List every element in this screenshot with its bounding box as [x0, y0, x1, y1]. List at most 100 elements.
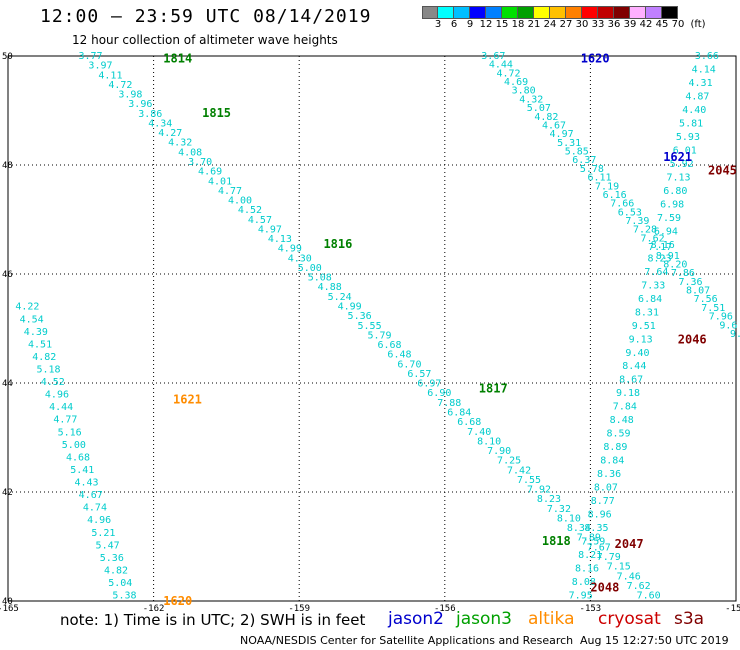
swh-value: 5.04: [108, 578, 132, 589]
color-scale-label: 9: [466, 19, 474, 30]
color-scale-label: 42: [639, 19, 653, 30]
swh-value: 8.23: [648, 253, 672, 264]
swh-value: 7.59: [581, 537, 605, 548]
swh-value: 8.20: [663, 259, 687, 270]
color-scale-cell: [438, 6, 454, 19]
color-scale-labels: 3 6 9 12 15 18 21 24 27 30 33 36 39 42 45 70 (ft): [430, 19, 710, 30]
swh-value: 8.48: [610, 415, 634, 426]
swh-value: 7.19: [595, 181, 619, 192]
pass-time-label: 1621: [173, 392, 202, 406]
color-scale-label: 45: [655, 19, 669, 30]
pass-time-label: 1818: [542, 534, 571, 548]
legend-item-s3a: s3a: [674, 609, 705, 629]
color-scale-cell: [550, 6, 566, 19]
color-scale-label: 27: [559, 19, 573, 30]
lon-tick-label: -162: [143, 604, 165, 614]
swh-value: 5.36: [348, 311, 372, 322]
map-frame: [7, 55, 737, 602]
swh-value: 7.46: [617, 571, 641, 582]
swh-value: 8.77: [591, 496, 615, 507]
color-scale-label: 6: [450, 19, 458, 30]
footer-note: note: 1) Time is in UTC; 2) SWH is in fe…: [60, 611, 366, 629]
swh-value: 7.32: [547, 504, 571, 515]
swh-value: 6.68: [377, 340, 401, 351]
swh-value: 4.82: [104, 565, 128, 576]
altimeter-tracks: 3.773.974.114.723.983.963.864.344.274.32…: [15, 51, 740, 602]
swh-value: 5.41: [70, 465, 94, 476]
color-scale-label: 21: [527, 19, 541, 30]
swh-value: 7.60: [637, 591, 661, 602]
swh-value: 7.88: [437, 398, 461, 409]
swh-value: 6.90: [427, 388, 451, 399]
swh-value: 7.36: [678, 277, 702, 288]
swh-value: 8.67: [619, 375, 643, 386]
swh-value: 5.55: [358, 321, 382, 332]
swh-value: 7.62: [641, 233, 665, 244]
swh-value: 9.13: [629, 334, 653, 345]
swh-value: 3.70: [188, 157, 212, 168]
color-scale-cell: [614, 6, 630, 19]
swh-value: 5.81: [679, 118, 703, 129]
track-jason3: 4.224.544.394.514.825.184.524.964.444.77…: [15, 302, 136, 602]
swh-value: 8.34: [567, 523, 591, 534]
swh-value: 3.98: [118, 90, 142, 101]
swh-value: 4.67: [542, 120, 566, 131]
swh-value: 8.36: [597, 469, 621, 480]
pass-time-label: 2048: [590, 580, 619, 594]
swh-value: 6.48: [387, 350, 411, 361]
swh-value: 4.96: [87, 515, 111, 526]
swh-value: 5.31: [557, 138, 581, 149]
swh-value: 4.72: [108, 80, 132, 91]
color-scale-cell: [662, 6, 678, 19]
swh-value: 7.84: [613, 402, 637, 413]
swh-value: 8.35: [584, 523, 608, 534]
swh-value: 4.74: [83, 503, 107, 514]
swh-value: 8.89: [603, 442, 627, 453]
pass-time-label: 1815: [202, 106, 231, 120]
swh-value: 5.85: [565, 147, 589, 158]
swh-value: 8.10: [557, 513, 581, 524]
swh-value: 7.95: [569, 591, 593, 602]
swh-value: 5.00: [298, 263, 322, 274]
swh-value: 8.84: [600, 456, 624, 467]
swh-value: 5.38: [112, 591, 136, 602]
swh-value: 4.31: [689, 78, 713, 89]
pass-time-label: 1817: [479, 381, 508, 395]
swh-value: 5.18: [36, 364, 60, 375]
swh-value: 8.21: [578, 550, 602, 561]
color-scale-label: 30: [575, 19, 589, 30]
pass-time-label: 1620: [163, 594, 192, 608]
color-scale-label: 12: [479, 19, 493, 30]
swh-value: 4.14: [692, 64, 716, 75]
track-jason3: 3.674.444.724.693.804.325.074.824.674.97…: [481, 51, 740, 340]
credit-text: NOAA/NESDIS Center for Satellite Applica…: [240, 634, 574, 647]
lat-tick-label: 50: [2, 52, 13, 62]
swh-value: 8.16: [575, 564, 599, 575]
swh-value: 4.44: [49, 402, 73, 413]
color-scale-cell: [646, 6, 662, 19]
swh-value: 8.08: [572, 577, 596, 588]
swh-value: 7.86: [671, 268, 695, 279]
swh-value: 7.33: [641, 280, 665, 291]
swh-value: 7.90: [487, 446, 511, 457]
swh-value: 4.13: [268, 234, 292, 245]
swh-value: 4.69: [504, 77, 528, 88]
color-scale-label: 33: [591, 19, 605, 30]
swh-value: 4.77: [53, 415, 77, 426]
swh-value: 4.01: [208, 176, 232, 187]
color-scale-cell: [422, 6, 438, 19]
swh-value: 4.96: [45, 390, 69, 401]
swh-value: 5.00: [62, 440, 86, 451]
swh-value: 4.99: [278, 244, 302, 255]
swh-value: 7.59: [657, 213, 681, 224]
swh-value: 7.51: [701, 303, 725, 314]
swh-value: 7.40: [467, 427, 491, 438]
swh-value: 4.51: [28, 339, 52, 350]
swh-value: 6.98: [660, 199, 684, 210]
swh-value: 4.57: [248, 215, 272, 226]
swh-value: 4.00: [228, 196, 252, 207]
swh-value: 6.97: [417, 379, 441, 390]
swh-value: 7.62: [627, 581, 651, 592]
swh-value: 6.84: [638, 294, 662, 305]
